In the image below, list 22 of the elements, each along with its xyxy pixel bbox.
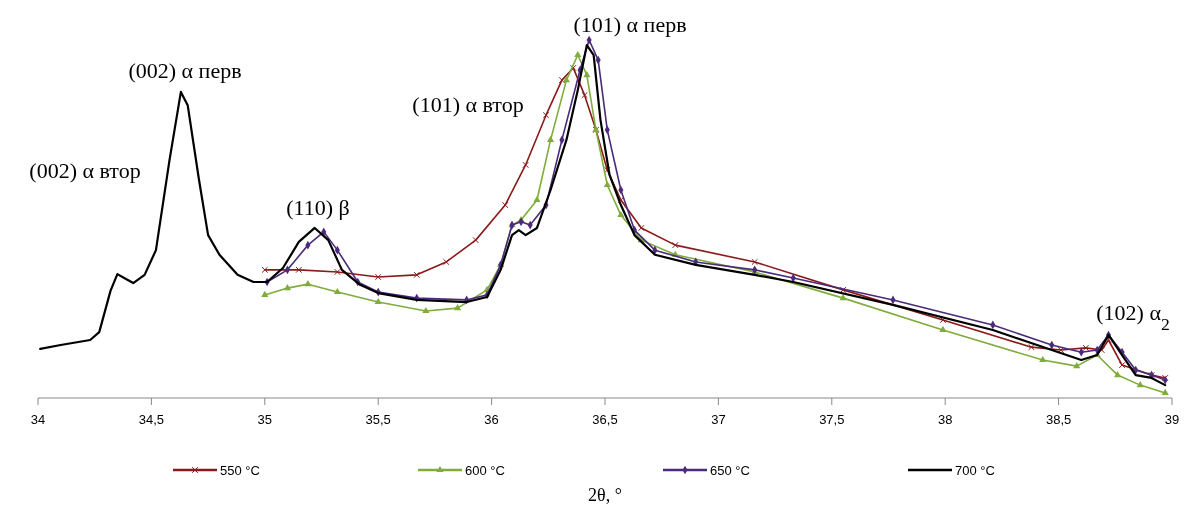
x-tick-label: 36: [484, 412, 499, 427]
x-tick-label: 38: [937, 412, 953, 427]
x-tick-label: 34: [30, 412, 46, 427]
annotation: (002) α перв: [128, 58, 242, 83]
x-tick-label: 34,5: [138, 412, 165, 427]
x-tick-label: 37,5: [819, 412, 845, 427]
legend-label: 550 °C: [220, 463, 260, 478]
legend-label: 700 °C: [955, 463, 995, 478]
x-tick-label: 39: [1164, 412, 1180, 427]
annotation: (110) β: [286, 195, 350, 220]
x-tick-label: 35: [257, 412, 273, 427]
text: (101) α перв: [573, 12, 687, 37]
x-tick-label: 36,5: [592, 412, 618, 427]
x-tick-label: 37: [711, 412, 726, 427]
x-tick-label: 38,5: [1045, 412, 1072, 427]
annotation: (102) α$_{2}$: [1096, 300, 1170, 334]
x-axis-title: 2θ, °: [588, 485, 622, 505]
annotation: (002) α втор: [29, 158, 141, 183]
legend-label: 650 °C: [710, 463, 750, 478]
legend-label: 600 °C: [465, 463, 505, 478]
x-tick-label: 35,5: [365, 412, 391, 427]
annotation: (101) α втор: [412, 92, 524, 117]
